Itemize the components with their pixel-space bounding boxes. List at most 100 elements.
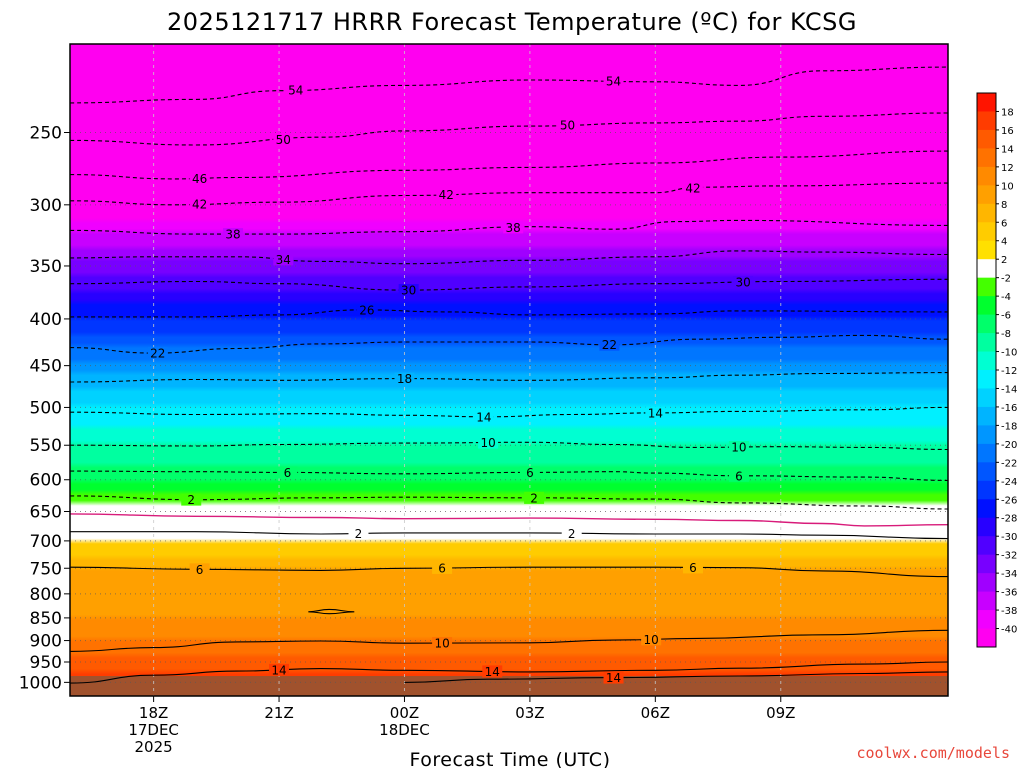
colorbar-tick-label: 10 — [1001, 181, 1014, 192]
contour-label-bg — [519, 466, 540, 479]
contour-label: 30 — [401, 284, 416, 298]
contour-label-bg — [432, 637, 453, 650]
y-tick-label: 300 — [30, 196, 62, 216]
colorbar-tick-label: -28 — [1001, 514, 1017, 525]
contour-label-bg — [356, 303, 377, 316]
colorbar-tick-label: -14 — [1001, 384, 1017, 395]
contour-label: 14 — [476, 410, 491, 424]
colorbar-swatch — [977, 536, 996, 556]
colorbar-tick-label: -4 — [1001, 292, 1011, 303]
colorbar-swatch — [977, 296, 996, 316]
x-tick-label: 17DEC — [128, 721, 179, 739]
colorbar-tick-label: -36 — [1001, 588, 1017, 599]
colorbar-swatch — [977, 129, 996, 149]
contour-label-bg — [189, 198, 210, 211]
contour-label: 10 — [644, 633, 659, 647]
colorbar-swatch — [977, 425, 996, 445]
contour-label-bg — [285, 84, 306, 97]
y-tick-label: 1000 — [19, 673, 62, 693]
y-tick-label: 250 — [30, 124, 62, 144]
contour-label: 14 — [648, 406, 663, 420]
contour-label: 42 — [685, 181, 700, 195]
y-tick-label: 850 — [30, 609, 62, 629]
colorbar-swatch — [977, 462, 996, 482]
contour-label-bg — [189, 563, 210, 576]
contour-label: 34 — [276, 253, 291, 267]
colorbar-swatch — [977, 554, 996, 574]
contour-line — [404, 671, 948, 683]
colorbar-tick-label: -30 — [1001, 532, 1017, 543]
colorbar-tick-label: 4 — [1001, 237, 1007, 248]
contour-label: 46 — [192, 172, 207, 186]
contour-label: 10 — [480, 436, 495, 450]
contour-label: 10 — [434, 637, 449, 651]
colorbar-swatch — [977, 351, 996, 371]
contour-label: 6 — [438, 561, 446, 575]
contour-line — [70, 531, 948, 540]
colorbar-swatch — [977, 333, 996, 353]
colorbar-tick-label: 14 — [1001, 144, 1014, 155]
colorbar-tick-label: -18 — [1001, 421, 1017, 432]
plot-frame — [69, 43, 949, 697]
contour-label: 30 — [735, 276, 750, 290]
contour-line — [70, 495, 948, 510]
contour-line — [70, 219, 948, 235]
colorbar-swatch — [977, 443, 996, 463]
contour-label: 6 — [284, 466, 292, 480]
y-tick-label: 600 — [30, 471, 62, 491]
contour-label: 54 — [288, 84, 303, 98]
contour-label-bg — [599, 338, 620, 351]
contour-label-bg — [682, 181, 703, 194]
contour-line — [70, 470, 948, 481]
x-tick-label: 2025 — [135, 738, 173, 756]
contour-label-bg — [561, 527, 582, 540]
x-tick-label: 09Z — [766, 704, 795, 722]
colorbar-swatch — [977, 277, 996, 297]
colorbar-tick-label: -38 — [1001, 606, 1017, 617]
chart-title: 2025121717 HRRR Forecast Temperature (ºC… — [167, 8, 857, 36]
contour-label-bg — [473, 410, 494, 423]
y-tick-label: 650 — [30, 502, 62, 522]
colorbar-tick-label: 16 — [1001, 126, 1014, 137]
contour-line — [70, 309, 948, 318]
colorbar-tick-label: -8 — [1001, 329, 1011, 340]
contour-label: 42 — [192, 198, 207, 212]
contour-label: 42 — [439, 188, 454, 202]
contour-line — [308, 608, 355, 615]
contour-line — [70, 66, 948, 104]
contour-label-bg — [733, 276, 754, 289]
colorbar-tick-label: -34 — [1001, 569, 1017, 580]
contour-line — [70, 566, 948, 578]
y-tick-label: 900 — [30, 632, 62, 652]
credit-link[interactable]: coolwx.com/models — [856, 744, 1010, 762]
colorbar-swatch — [977, 314, 996, 334]
x-tick-label: 03Z — [515, 704, 544, 722]
contour-line — [70, 250, 948, 265]
colorbar-swatch — [977, 370, 996, 389]
contour-label-bg — [394, 372, 415, 385]
contour-label: 2 — [187, 493, 195, 507]
colorbar-swatch — [977, 610, 996, 630]
colorbar-tick-label: -32 — [1001, 551, 1017, 562]
y-tick-label: 950 — [30, 653, 62, 673]
colorbar-tick-label: -22 — [1001, 458, 1017, 469]
contour-label-bg — [478, 436, 499, 449]
colorbar-tick-label: -16 — [1001, 403, 1017, 414]
contour-label: 14 — [606, 671, 621, 685]
y-tick-label: 700 — [30, 532, 62, 552]
colorbar-tick-label: 2 — [1001, 255, 1007, 266]
contour-label: 38 — [225, 228, 240, 242]
contour-label: 14 — [485, 665, 500, 679]
x-tick-label: 18DEC — [379, 721, 430, 739]
y-axis: 250 300 350 400 450 500 550 600 650 700 750 800 850 9… — [19, 124, 70, 693]
ground-surface — [70, 676, 948, 696]
colorbar-tick-label: -10 — [1001, 348, 1017, 359]
x-tick-label: 21Z — [264, 704, 293, 722]
contour-line — [70, 629, 948, 652]
contour-label: 6 — [526, 466, 534, 480]
x-tick-label: 00Z — [390, 704, 419, 722]
contour-label: 14 — [271, 663, 286, 677]
colorbar-swatch — [977, 259, 996, 279]
contour-label-bg — [269, 663, 290, 676]
